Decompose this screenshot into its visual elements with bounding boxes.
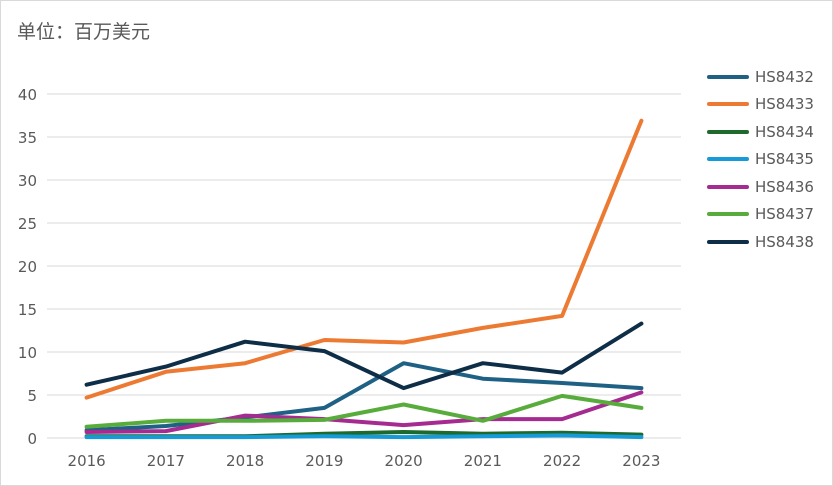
x-tick-label: 2022 [543, 452, 581, 470]
series-line-hs8437 [84, 393, 644, 429]
legend-item: HS8434 [707, 118, 814, 146]
legend-item: HS8437 [707, 201, 814, 229]
y-tick-label: 40 [18, 86, 37, 104]
y-tick-label: 25 [18, 215, 37, 233]
legend-label: HS8438 [755, 232, 814, 251]
y-tick-label: 15 [18, 301, 37, 319]
x-tick-label: 2023 [622, 452, 660, 470]
x-tick-label: 2016 [68, 452, 106, 470]
series-line-hs8436 [84, 390, 644, 434]
legend-label: HS8433 [755, 95, 814, 114]
legend: HS8432 HS8433 HS8434 HS8435 HS8436 HS8437 HS84… [707, 63, 814, 256]
legend-swatch [707, 239, 749, 244]
legend-label: HS8437 [755, 205, 814, 224]
legend-swatch [707, 212, 749, 217]
y-tick-label: 30 [18, 172, 37, 190]
legend-label: HS8435 [755, 150, 814, 169]
legend-item: HS8436 [707, 173, 814, 201]
legend-item: HS8435 [707, 146, 814, 174]
legend-swatch [707, 102, 749, 107]
unit-label: 单位：百万美元 [17, 21, 151, 43]
legend-label: HS8434 [755, 122, 814, 141]
legend-item: HS8432 [707, 63, 814, 91]
x-tick-label: 2020 [385, 452, 423, 470]
legend-item: HS8433 [707, 91, 814, 119]
x-tick-label: 2018 [226, 452, 264, 470]
x-tick-label: 2021 [464, 452, 502, 470]
y-tick-label: 35 [18, 129, 37, 147]
legend-item: HS8438 [707, 228, 814, 256]
series-line-hs8435 [84, 433, 644, 440]
x-tick-label: 2019 [305, 452, 343, 470]
series-line-hs8433 [84, 118, 644, 400]
y-tick-label: 5 [27, 387, 37, 405]
series-line-hs8438 [84, 321, 644, 391]
y-tick-label: 0 [27, 430, 37, 448]
y-tick-label: 10 [18, 344, 37, 362]
legend-swatch [707, 157, 749, 162]
legend-swatch [707, 129, 749, 134]
legend-swatch [707, 74, 749, 79]
legend-swatch [707, 184, 749, 189]
y-tick-label: 20 [18, 258, 37, 276]
legend-label: HS8432 [755, 67, 814, 86]
legend-label: HS8436 [755, 177, 814, 196]
x-tick-label: 2017 [147, 452, 185, 470]
series-line-hs8432 [84, 361, 644, 433]
